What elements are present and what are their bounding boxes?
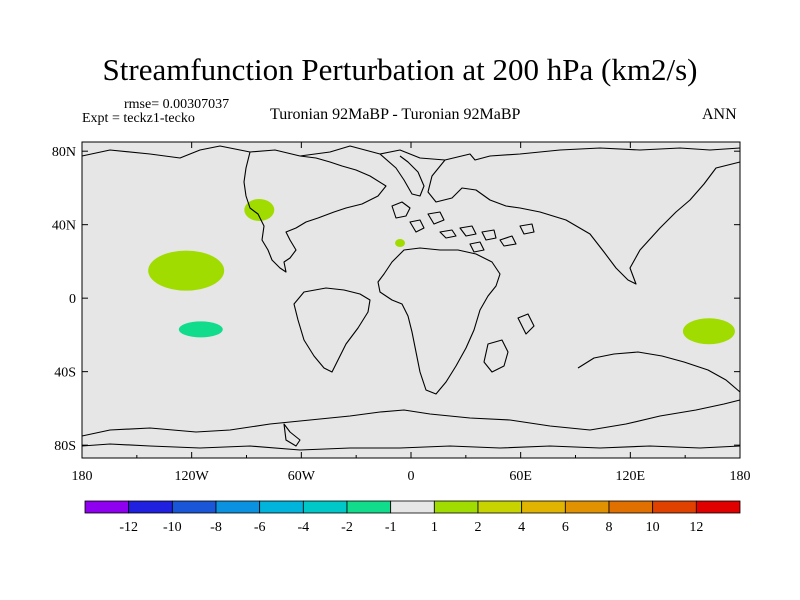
season-label: ANN [702,106,737,123]
colorbar-swatch [259,500,304,514]
colorbar-label: -2 [341,520,353,535]
lat-label: 80S [54,439,76,454]
lon-label: 120E [616,469,646,484]
colorbar-label: -4 [297,520,309,535]
north-america-positive-anomaly [244,198,275,221]
colorbar-swatch [433,500,479,514]
lon-label: 60E [509,469,532,484]
lat-label: 40S [54,366,76,381]
lat-label: 0 [69,292,76,307]
experiment-label: Expt = teckz1-tecko [82,111,195,126]
colorbar-swatch [346,500,392,514]
experiment-comparison-label: Turonian 92MaBP - Turonian 92MaBP [270,106,521,123]
colorbar-swatch [84,500,130,514]
colorbar-swatch [128,500,173,514]
tethys-positive-anomaly [395,239,406,248]
south-america-coastline [293,287,371,373]
colorbar-label: -1 [385,520,397,535]
colorbar-label: 8 [606,520,613,535]
western-europe-coastline [391,201,445,233]
anomaly-layer [148,198,735,345]
greenland-coastline [379,153,425,197]
antarctic-peninsula [283,423,301,447]
india-madagascar-coastline [483,313,535,373]
colorbar-label: 4 [518,520,525,535]
rmse-label: rmse= 0.00307037 [124,97,230,112]
lon-label: 180 [72,469,93,484]
colorbar-swatch [477,500,523,514]
colorbar-label: -8 [210,520,222,535]
lat-label: 40N [52,219,76,234]
colorbar-label: -10 [163,520,182,535]
colorbar-label: 2 [475,520,482,535]
paleo-coastlines [81,145,741,451]
lon-label: 120W [175,469,210,484]
colorbar-swatch [652,500,697,514]
chart-title: Streamfunction Perturbation at 200 hPa (… [102,52,698,87]
colorbar-swatch [390,500,435,514]
australia-coastline [577,351,741,393]
colorbar-swatch [608,500,654,514]
north-pacific-positive-anomaly [148,250,225,291]
tethys-islands [439,223,535,253]
colorbar-swatch [215,500,261,514]
antarctica-coastline [81,399,741,437]
colorbar-label: 12 [689,520,703,535]
southern-edge-land [81,443,741,451]
eurasia-coastline [427,159,741,285]
colorbar-label: 1 [431,520,438,535]
lat-label: 80N [52,145,76,160]
africa-coastline [377,247,501,395]
colorbar-label: 10 [646,520,660,535]
colorbar-swatch [302,500,348,514]
lon-label: 60W [288,469,316,484]
colorbar-label: -12 [119,520,138,535]
colorbar-swatch [171,500,217,514]
lon-label: 180 [730,469,751,484]
lon-label: 0 [408,469,415,484]
colorbar-label: -6 [254,520,266,535]
map-axes: 80N 40N 0 40S 80S 180 120W 60W 0 60E 120E 180 [52,142,751,484]
colorbar-swatch [521,500,566,514]
map-background [82,142,740,458]
colorbar: -12 -10 -8 -6 -4 -2 -1 1 2 4 6 8 10 12 [84,500,741,535]
arctic-coastline [81,145,741,161]
north-america-coastline [243,151,387,273]
colorbar-swatch [695,500,741,514]
southwest-pacific-positive-anomaly [682,318,735,345]
colorbar-label: 6 [562,520,569,535]
colorbar-swatch [564,500,610,514]
south-pacific-negative-anomaly [178,321,223,338]
